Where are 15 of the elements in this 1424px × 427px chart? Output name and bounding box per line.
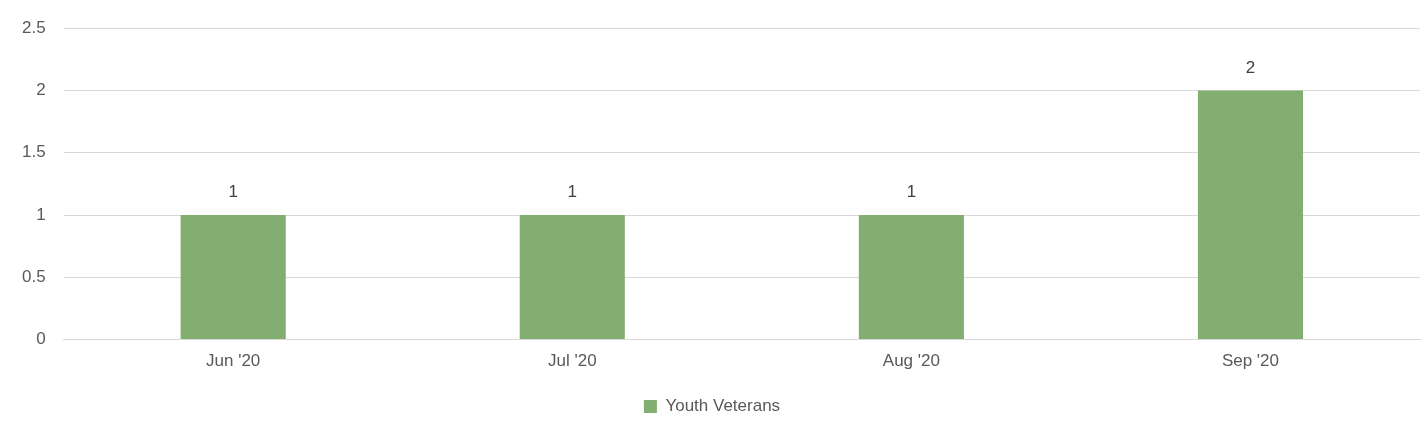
y-tick-label: 1.5 — [21, 142, 46, 162]
y-tick-label: 1 — [36, 204, 46, 224]
y-tick-label: 2.5 — [21, 17, 46, 37]
y-tick-label: 0 — [36, 329, 46, 349]
x-tick-label: Jul '20 — [547, 351, 597, 371]
data-label: 1 — [906, 182, 917, 202]
y-tick-label: 0.5 — [21, 267, 46, 287]
x-tick-label: Jun '20 — [206, 351, 261, 371]
data-label: 1 — [228, 182, 238, 202]
x-tick-label: Sep '20 — [1221, 351, 1280, 371]
data-label: 2 — [1245, 57, 1256, 77]
data-label: 1 — [567, 182, 577, 202]
x-tick-label: Aug '20 — [882, 351, 940, 371]
y-tick-label: 2 — [36, 80, 46, 100]
legend-label: Youth Veterans — [665, 396, 781, 416]
